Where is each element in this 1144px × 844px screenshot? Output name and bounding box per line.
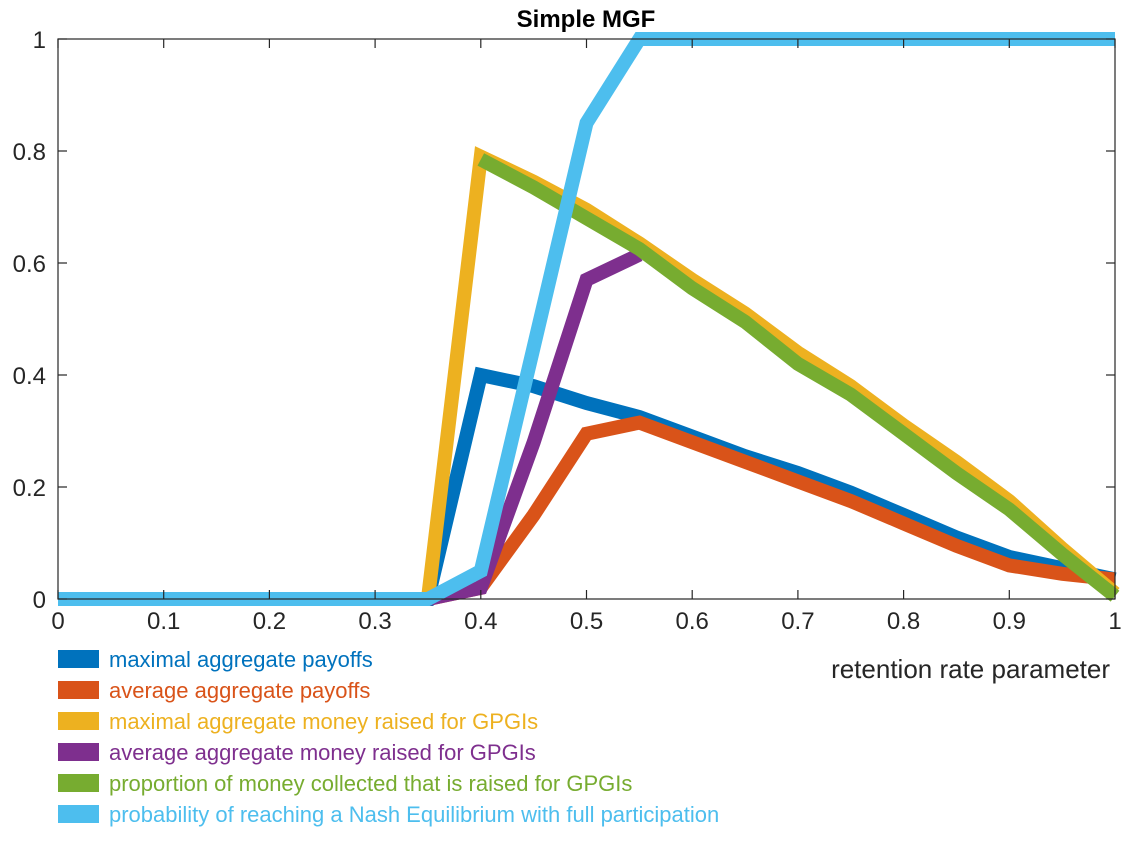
legend-item: probability of reaching a Nash Equilibri… bbox=[58, 802, 719, 827]
x-tick-label: 0.3 bbox=[358, 608, 391, 635]
tick-labels: 0 0.1 0.2 0.3 0.4 0.5 0.6 0.7 0.8 0.9 1 0 0.2 0.4 0.6 0… bbox=[13, 27, 1122, 635]
x-tick-label: 0.9 bbox=[993, 608, 1026, 635]
legend-swatch bbox=[58, 712, 99, 730]
series-line-5 bbox=[477, 153, 1120, 602]
x-tick-label: 0.7 bbox=[781, 608, 814, 635]
x-tick-label: 0.5 bbox=[570, 608, 603, 635]
legend-label: maximal aggregate money raised for GPGIs bbox=[109, 709, 538, 734]
y-tick-label: 0 bbox=[33, 587, 46, 614]
legend-swatch bbox=[58, 650, 99, 668]
series-line-4 bbox=[426, 248, 643, 606]
legend-swatch bbox=[58, 681, 99, 699]
x-tick-label: 0.1 bbox=[147, 608, 180, 635]
legend-label: average aggregate payoffs bbox=[109, 678, 370, 703]
legend-item: maximal aggregate payoffs bbox=[58, 647, 373, 672]
x-tick-label: 0.2 bbox=[253, 608, 286, 635]
y-tick-label: 0.6 bbox=[13, 251, 46, 278]
axes bbox=[57, 38, 1116, 600]
y-tick-label: 0.2 bbox=[13, 475, 46, 502]
y-tick-label: 1 bbox=[33, 27, 46, 54]
series-line-2 bbox=[426, 415, 1116, 606]
legend-label: maximal aggregate payoffs bbox=[109, 647, 373, 672]
legend-item: maximal aggregate money raised for GPGIs bbox=[58, 709, 538, 734]
legend-label: average aggregate money raised for GPGIs bbox=[109, 740, 536, 765]
legend-item: average aggregate payoffs bbox=[58, 678, 370, 703]
x-tick-label: 0.8 bbox=[887, 608, 920, 635]
legend-label: proportion of money collected that is ra… bbox=[109, 771, 632, 796]
legend-item: proportion of money collected that is ra… bbox=[58, 771, 632, 796]
legend: maximal aggregate payoffs average aggrega… bbox=[58, 647, 719, 827]
x-axis-label: retention rate parameter bbox=[831, 654, 1110, 684]
legend-swatch bbox=[58, 774, 99, 792]
x-tick-label: 0 bbox=[51, 608, 64, 635]
y-tick-label: 0.4 bbox=[13, 363, 46, 390]
legend-item: average aggregate money raised for GPGIs bbox=[58, 740, 536, 765]
x-tick-label: 0.6 bbox=[676, 608, 709, 635]
legend-swatch bbox=[58, 805, 99, 823]
x-tick-label: 0.4 bbox=[464, 608, 497, 635]
y-tick-label: 0.8 bbox=[13, 139, 46, 166]
x-tick-label: 1 bbox=[1108, 608, 1121, 635]
legend-label: probability of reaching a Nash Equilibri… bbox=[109, 802, 719, 827]
legend-swatch bbox=[58, 743, 99, 761]
chart-title: Simple MGF bbox=[517, 6, 656, 33]
